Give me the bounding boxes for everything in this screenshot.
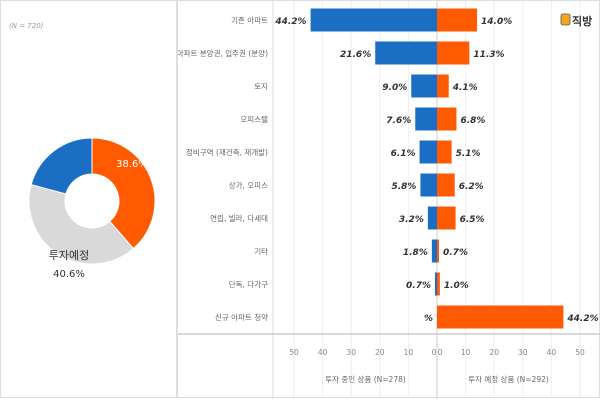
data-label-left: 6.1% [391,149,416,159]
data-label-left: 9.0% [382,83,407,93]
bar-right [437,173,455,197]
bar-right [437,272,440,296]
category-label: 오피스텔 [240,115,268,124]
donut-slice [28,183,135,265]
bar-right [437,140,452,164]
data-label-left: 7.6% [386,116,411,126]
bar-left [415,107,437,131]
donut-panel: (N = 720) 예 38.6% 투자예정 40.6% 아니요 20.8% [0,0,177,398]
data-label-left: 0.7% [406,281,431,291]
logo-icon [560,13,571,26]
category-label: 연립, 빌라, 다세대 [210,214,268,223]
tick-label: 30 [346,348,356,357]
bar-left [375,41,437,65]
bar-right [437,305,564,329]
category-label: 단독, 다가구 [229,279,268,289]
slice-label: 아니요 [52,106,82,119]
category-label: 기존 아파트 [231,15,268,25]
tick-label: 40 [547,348,557,357]
slice-label: 예 [127,139,137,152]
butterfly-bar-chart: 기존 아파트 44.2% 14.0% 아파트 분양권, 입주권 (분양) 21.6% 11… [177,1,600,399]
data-label-right: 14.0% [481,17,512,27]
data-label-left: 5.8% [391,182,416,192]
tick-label: 50 [289,348,299,357]
tick-label: 50 [575,348,585,357]
bar-panel: 기존 아파트 44.2% 14.0% 아파트 분양권, 입주권 (분양) 21.6% 11… [177,0,600,399]
category-label: 상가, 오피스 [229,180,268,190]
data-label-right: 4.1% [452,83,478,93]
slice-value: 20.8% [51,126,83,137]
category-label: 아파트 분양권, 입주권 (분양) [178,48,268,58]
data-label-left: % [424,314,433,324]
donut-slice [91,137,156,250]
data-label-right: 11.3% [473,50,504,60]
data-label-right: 44.2% [566,314,598,324]
data-label-right: 6.8% [460,116,485,126]
category-label: 신규 아파트 청약 [215,312,268,322]
data-label-left: 1.8% [403,248,428,258]
bar-left [310,8,437,32]
axis-title-right: 투자 예정 상품 (N=292) [468,374,549,384]
data-label-left: 3.2% [399,215,424,225]
bar-right [437,107,457,131]
bar-right [437,239,440,263]
data-label-right: 5.1% [456,149,481,159]
tick-label: 30 [518,348,528,357]
tick-label: 40 [318,348,328,357]
tick-label: 20 [375,348,385,357]
sample-size-note: (N = 720) [9,22,44,30]
bar-left [427,206,437,230]
bar-left [411,74,437,98]
bar-left [419,140,437,164]
bar-left [420,173,437,197]
data-label-right: 1.0% [444,281,469,291]
bar-right [437,74,449,98]
slice-value: 40.6% [53,269,85,280]
slice-label: 투자예정 [49,249,89,262]
bar-right [437,41,470,65]
data-label-right: 6.2% [459,182,484,192]
bar-left [431,239,437,263]
data-label-right: 6.5% [460,215,485,225]
tick-label: 0 [432,348,437,357]
axis-title-left: 투자 중인 상품 (N=278) [325,374,406,384]
bar-right [437,8,478,32]
data-label-left: 21.6% [340,50,371,60]
tick-label: 10 [461,348,471,357]
bar-right [437,206,456,230]
category-label: 정비구역 (재건축, 재개발) [186,147,268,157]
slice-value: 38.6% [116,159,148,170]
category-label: 기타 [254,247,268,256]
tick-label: 0 [438,348,443,357]
tick-label: 10 [404,348,414,357]
donut-chart: 예 38.6% 투자예정 40.6% 아니요 20.8% [28,106,156,280]
logo-text: 직방 [572,14,592,28]
bar-left [434,272,437,296]
data-label-left: 44.2% [274,17,306,27]
donut-slice [30,137,93,195]
tick-label: 20 [489,348,499,357]
data-label-right: 0.7% [443,248,468,258]
category-label: 토지 [254,82,268,91]
